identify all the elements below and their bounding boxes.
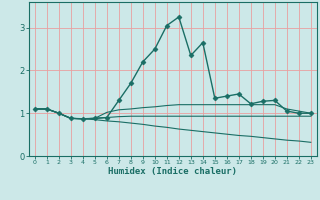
X-axis label: Humidex (Indice chaleur): Humidex (Indice chaleur) xyxy=(108,167,237,176)
